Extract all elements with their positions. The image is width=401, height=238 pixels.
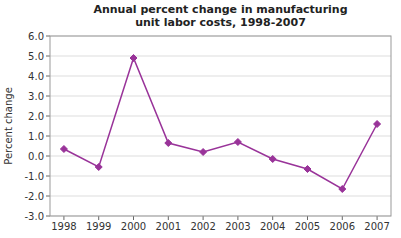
y-tick	[46, 36, 50, 37]
y-axis-label: Percent change	[3, 87, 14, 165]
y-tick	[46, 96, 50, 97]
y-tick	[46, 216, 50, 217]
x-tick	[377, 216, 378, 220]
x-tick-label: 2001	[156, 221, 181, 232]
grid-line	[50, 96, 391, 97]
x-tick-label: 2007	[364, 221, 389, 232]
y-tick-label: -2.0	[24, 191, 44, 202]
grid-line	[50, 196, 391, 197]
x-tick	[203, 216, 204, 220]
x-tick-label: 2005	[295, 221, 320, 232]
y-tick-label: -3.0	[24, 211, 44, 222]
y-tick	[46, 176, 50, 177]
x-tick-label: 2002	[190, 221, 215, 232]
marker	[304, 166, 311, 173]
x-tick	[133, 216, 134, 220]
marker	[60, 146, 67, 153]
y-tick-label: 6.0	[28, 31, 44, 42]
x-tick	[307, 216, 308, 220]
x-tick	[272, 216, 273, 220]
y-tick	[46, 76, 50, 77]
y-tick-label: 1.0	[28, 131, 44, 142]
marker	[130, 55, 137, 62]
y-tick-label: 3.0	[28, 91, 44, 102]
grid	[50, 36, 391, 216]
marker	[234, 139, 241, 146]
grid-line	[50, 56, 391, 57]
marker	[269, 156, 276, 163]
x-tick	[237, 216, 238, 220]
title-line: Annual percent change in manufacturing	[93, 3, 347, 16]
plot-frame	[50, 36, 391, 216]
y-tick	[46, 156, 50, 157]
y-tick-label: 0.0	[28, 151, 44, 162]
y-tick-label: 4.0	[28, 71, 44, 82]
x-tick-label: 1998	[51, 221, 76, 232]
x-tick-label: 2006	[330, 221, 355, 232]
title: Annual percent change in manufacturingun…	[93, 3, 347, 29]
x-tick-label: 2000	[121, 221, 146, 232]
y-tick	[46, 196, 50, 197]
y-tick-label: 5.0	[28, 51, 44, 62]
y-tick	[46, 56, 50, 57]
grid-line	[50, 136, 391, 137]
x-tick	[63, 216, 64, 220]
data-group	[60, 55, 380, 193]
x-tick-label: 1999	[86, 221, 111, 232]
marker	[200, 149, 207, 156]
y-tick	[46, 116, 50, 117]
y-tick	[46, 136, 50, 137]
title-line: unit labor costs, 1998-2007	[135, 16, 306, 29]
marker	[339, 186, 346, 193]
grid-line	[50, 76, 391, 77]
x-tick	[98, 216, 99, 220]
chart: Annual percent change in manufacturingun…	[0, 0, 401, 238]
x-tick	[342, 216, 343, 220]
grid-line	[50, 156, 391, 157]
y-tick-label: 2.0	[28, 111, 44, 122]
marker	[374, 121, 381, 128]
grid-line	[50, 176, 391, 177]
x-tick-label: 2003	[225, 221, 250, 232]
line	[64, 58, 377, 189]
marker	[95, 164, 102, 171]
x-tick	[168, 216, 169, 220]
marker	[165, 140, 172, 147]
grid-line	[50, 116, 391, 117]
y-tick-label: -1.0	[24, 171, 44, 182]
x-tick-label: 2004	[260, 221, 285, 232]
